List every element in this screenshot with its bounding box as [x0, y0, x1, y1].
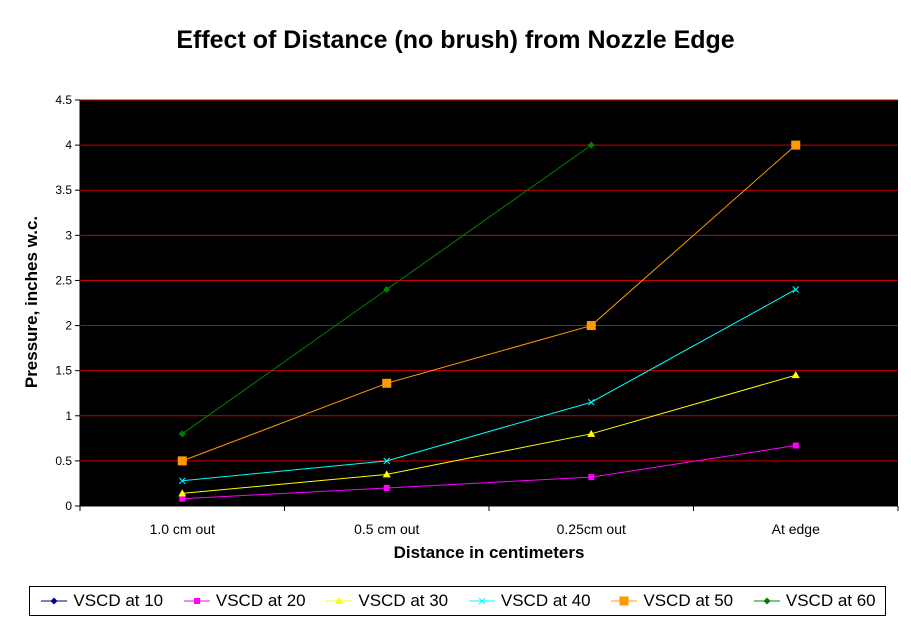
data-point — [793, 443, 799, 449]
legend-item: VSCD at 50 — [609, 591, 733, 611]
y-tick-label: 1.5 — [55, 364, 72, 378]
legend-item: VSCD at 30 — [324, 591, 448, 611]
legend-label: VSCD at 20 — [216, 591, 306, 611]
legend-label: VSCD at 30 — [358, 591, 448, 611]
y-tick-label: 4 — [65, 138, 72, 152]
legend-item: VSCD at 10 — [39, 591, 163, 611]
legend-swatch-marker — [194, 598, 200, 604]
x-tick-label: 0.25cm out — [557, 521, 626, 537]
legend-label: VSCD at 40 — [501, 591, 591, 611]
legend-swatch-marker — [620, 597, 629, 606]
data-point — [382, 379, 391, 388]
legend-item: VSCD at 60 — [752, 591, 876, 611]
legend-item: VSCD at 40 — [467, 591, 591, 611]
legend-swatch-marker — [763, 598, 770, 605]
legend-swatch — [182, 594, 212, 608]
data-point — [178, 456, 187, 465]
y-tick-label: 1 — [65, 409, 72, 423]
legend-swatch — [39, 594, 69, 608]
data-point — [587, 321, 596, 330]
data-point — [588, 474, 594, 480]
x-tick-label: 0.5 cm out — [354, 521, 419, 537]
y-tick-label: 2 — [65, 319, 72, 333]
x-axis-label: Distance in centimeters — [80, 543, 898, 563]
legend-item: VSCD at 20 — [182, 591, 306, 611]
legend: VSCD at 10 VSCD at 20 VSCD at 30 VSCD at 40… — [29, 586, 886, 616]
grid-layer — [80, 100, 898, 506]
legend-swatch — [467, 594, 497, 608]
legend-swatch — [609, 594, 639, 608]
legend-label: VSCD at 60 — [786, 591, 876, 611]
y-axis-label: Pressure, inches w.c. — [22, 216, 42, 388]
data-point — [384, 485, 390, 491]
x-tick-label: At edge — [772, 521, 820, 537]
legend-swatch-marker — [51, 598, 58, 605]
data-point — [179, 496, 185, 502]
y-tick-label: 0.5 — [55, 454, 72, 468]
y-tick-label: 3 — [65, 228, 72, 242]
x-tick-label: 1.0 cm out — [150, 521, 215, 537]
y-tick-label: 2.5 — [55, 273, 72, 287]
y-tick-label: 3.5 — [55, 183, 72, 197]
y-axis-label-container: Pressure, inches w.c. — [20, 210, 44, 410]
legend-label: VSCD at 50 — [643, 591, 733, 611]
y-tick-label: 4.5 — [55, 93, 72, 107]
plot-area — [80, 100, 898, 506]
y-tick-label: 0 — [65, 499, 72, 513]
legend-swatch — [324, 594, 354, 608]
legend-label: VSCD at 10 — [73, 591, 163, 611]
legend-swatch — [752, 594, 782, 608]
data-point — [791, 141, 800, 150]
